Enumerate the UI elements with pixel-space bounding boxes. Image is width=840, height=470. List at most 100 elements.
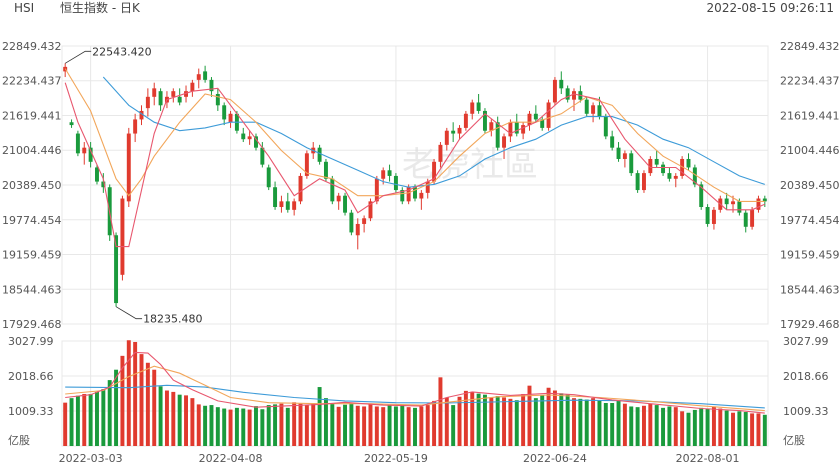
volume-bar — [171, 391, 176, 446]
candle — [343, 192, 348, 216]
volume-bar — [368, 404, 373, 446]
candle — [629, 150, 634, 176]
volume-bar — [145, 362, 150, 446]
volume-bar — [692, 409, 697, 446]
candle — [476, 93, 481, 114]
candle-body — [502, 136, 507, 148]
volume-bar — [718, 408, 723, 446]
candle-body — [177, 96, 182, 103]
candle-body — [610, 136, 615, 148]
volume-bar — [266, 405, 271, 446]
candle-body — [101, 181, 106, 188]
candle-body — [514, 122, 519, 134]
candle — [266, 164, 271, 191]
candle — [635, 170, 640, 193]
volume-bar — [241, 408, 246, 446]
candle — [610, 130, 615, 151]
candle-body — [622, 153, 627, 159]
volume-bar — [279, 403, 284, 446]
candle — [304, 150, 309, 179]
candle-body — [482, 110, 487, 131]
candle-body — [317, 147, 322, 162]
candle — [451, 122, 456, 143]
volume-bar — [323, 398, 328, 446]
moving-average-lines — [64, 68, 766, 414]
candle-body — [540, 119, 545, 128]
candle-body — [584, 99, 589, 114]
candle — [120, 195, 125, 281]
candles — [63, 63, 767, 307]
volume-bar — [107, 380, 112, 446]
candle-body — [724, 198, 729, 205]
candle — [158, 88, 163, 111]
volume-ma5-line — [65, 351, 765, 414]
date-axis: 2022-03-03 2022-04-08 2022-05-19 2022-06-24… — [59, 452, 740, 465]
volume-bar — [750, 413, 755, 446]
candle-body — [673, 175, 678, 179]
chart-title: 恒生指数 - 日K — [60, 1, 140, 15]
candle-body — [686, 158, 691, 168]
volume-bar — [603, 403, 608, 446]
date-tick-label: 2022-08-01 — [676, 452, 740, 465]
candle — [432, 158, 437, 185]
volume-bar — [680, 411, 685, 446]
candle — [145, 88, 150, 117]
candle-body — [438, 144, 443, 162]
candle — [82, 142, 87, 165]
candle-body — [387, 170, 392, 176]
candle-body — [343, 195, 348, 213]
candle — [69, 119, 74, 128]
volume-unit-left: 亿股 — [8, 434, 30, 447]
candle-body — [705, 207, 710, 224]
volume-ma10-line — [65, 365, 765, 412]
volume-bar — [393, 406, 398, 446]
volume-bar — [400, 404, 405, 446]
date-tick-label: 2022-06-24 — [523, 452, 587, 465]
volume-bar — [425, 405, 430, 446]
volume-bar — [699, 407, 704, 446]
candle-body — [699, 184, 704, 208]
volume-bar — [343, 404, 348, 446]
volume-tick-label-right: 3027.99 — [783, 335, 829, 348]
candle — [177, 88, 182, 106]
volume-bar — [540, 395, 545, 446]
volume-bar — [419, 406, 424, 446]
candle-body — [597, 105, 602, 117]
candle — [762, 195, 767, 208]
volume-bar — [69, 398, 74, 446]
volume-bar — [451, 405, 456, 446]
volume-bar — [444, 397, 449, 446]
volume-bar — [457, 396, 462, 446]
candle-body — [69, 122, 74, 126]
volume-bar — [190, 398, 195, 446]
candle-body — [565, 88, 570, 100]
candle — [521, 122, 526, 140]
volume-bar — [610, 403, 615, 446]
candle — [686, 153, 691, 171]
candle-body — [374, 178, 379, 202]
candle — [642, 170, 646, 193]
candle-body — [737, 201, 742, 213]
volume-bar — [177, 394, 182, 446]
volume-bar — [413, 407, 417, 446]
volume-bar — [63, 402, 68, 446]
candle — [260, 142, 265, 168]
candle — [622, 150, 627, 168]
candle-body — [336, 195, 341, 202]
price-tick-label-left: 20389.450 — [2, 179, 62, 192]
volume-bar — [635, 407, 640, 446]
volume-bar — [482, 394, 487, 446]
candle-body — [209, 79, 214, 92]
candle — [75, 130, 80, 157]
volume-bar — [374, 406, 379, 446]
candle-body — [470, 102, 475, 114]
price-tick-label-left: 22849.432 — [2, 40, 62, 53]
candle-body — [591, 105, 596, 114]
candle — [438, 142, 443, 168]
volume-bar — [476, 393, 481, 446]
volume-bar — [756, 413, 761, 446]
volume-bar — [298, 403, 303, 446]
volume-bar — [731, 412, 735, 446]
candle-body — [228, 113, 233, 123]
